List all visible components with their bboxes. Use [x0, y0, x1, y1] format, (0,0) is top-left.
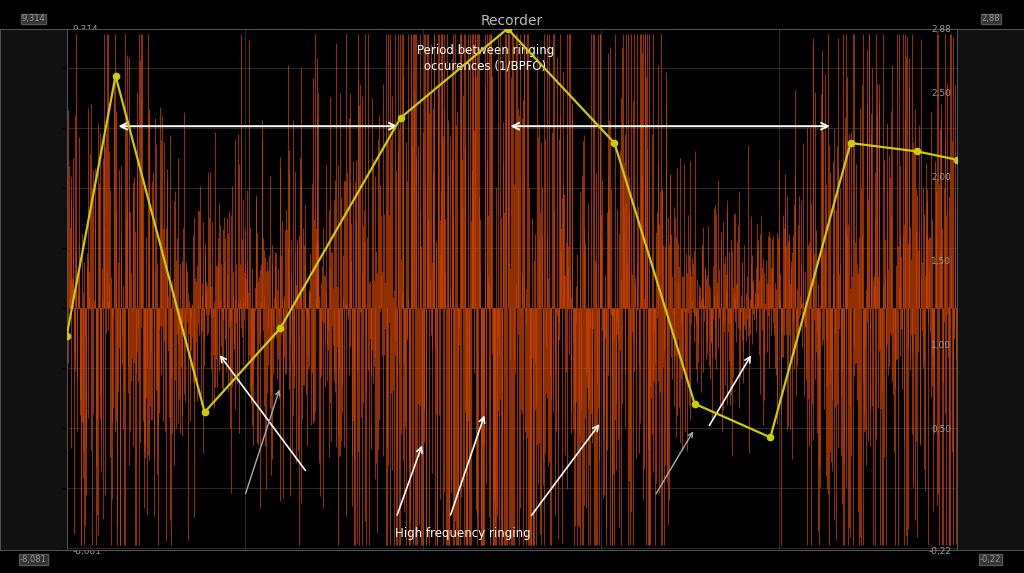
- Text: High frequency ringing: High frequency ringing: [395, 527, 530, 540]
- Text: -0,22: -0,22: [980, 555, 1001, 564]
- Text: 9,314: 9,314: [22, 14, 45, 23]
- Text: Recorder: Recorder: [481, 14, 543, 28]
- Text: -8,081: -8,081: [19, 555, 47, 564]
- Text: 2,88: 2,88: [981, 14, 1000, 23]
- Text: Period between ringing
occurences (1/BPFO): Period between ringing occurences (1/BPF…: [417, 44, 554, 72]
